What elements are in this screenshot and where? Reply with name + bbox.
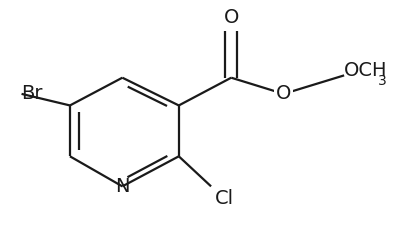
- Text: Br: Br: [21, 84, 43, 103]
- Text: OCH: OCH: [343, 61, 387, 80]
- Text: 3: 3: [377, 74, 386, 88]
- Text: O: O: [223, 8, 238, 27]
- Text: O: O: [275, 84, 291, 103]
- Text: Cl: Cl: [215, 189, 234, 208]
- Text: N: N: [115, 177, 129, 196]
